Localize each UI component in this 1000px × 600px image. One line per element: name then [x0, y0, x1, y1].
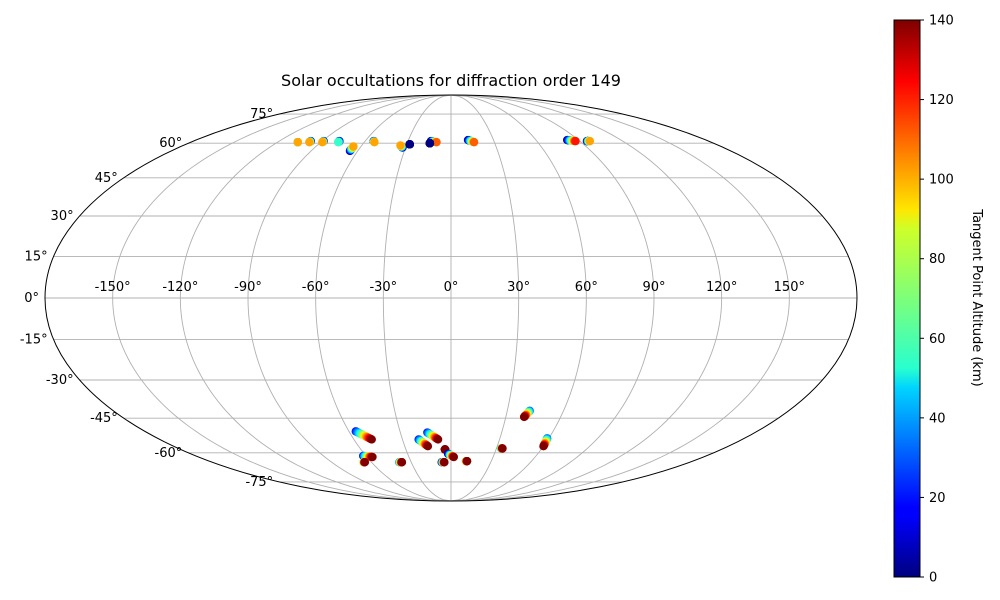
- colorbar-tick-label: 140: [929, 14, 954, 29]
- longitude-tick-label: 90°: [642, 280, 665, 295]
- longitude-tick-label: 0°: [444, 280, 459, 295]
- meridian-line: [450, 95, 723, 501]
- occultation-point: [433, 435, 443, 444]
- latitude-tick-label: -75°: [245, 475, 273, 490]
- latitude-tick-label: 75°: [250, 107, 273, 122]
- latitude-tick-label: 15°: [25, 249, 48, 264]
- occultation-point: [462, 456, 472, 466]
- longitude-tick-label: -30°: [369, 280, 397, 295]
- colorbar: 0 20 40 60 80 100 120 140 Tangent Point Altitud…: [893, 14, 984, 586]
- occultation-point: [571, 136, 580, 146]
- colorbar-tick-label: 100: [929, 173, 954, 188]
- latitude-tick-label: -45°: [90, 411, 118, 426]
- longitude-tick-label: 120°: [706, 280, 737, 295]
- meridian-line: [179, 95, 452, 501]
- map-frame: [44, 94, 858, 502]
- chart-title: Solar occultations for diffraction order…: [281, 71, 621, 90]
- occultation-point: [440, 457, 449, 467]
- meridian-line: [450, 95, 655, 501]
- latitude-tick-labels: 75° 60° 45° 30° 15° 0° -15° -30° -45° -60° -75°: [20, 107, 273, 490]
- occultation-point: [432, 137, 441, 147]
- longitude-tick-label: -150°: [95, 280, 131, 295]
- colorbar-label: Tangent Point Altitude (km): [969, 208, 984, 386]
- occultation-point: [360, 457, 369, 467]
- occultation-point: [368, 452, 377, 462]
- occultation-point: [318, 137, 327, 147]
- occultation-point: [498, 444, 507, 453]
- latitude-tick-label: 60°: [159, 136, 182, 151]
- occultation-point: [367, 435, 376, 444]
- longitude-tick-label: -60°: [302, 280, 330, 295]
- occultation-point: [370, 137, 379, 147]
- colorbar-ticks: 0 20 40 60 80 100 120 140: [920, 14, 954, 586]
- latitude-tick-label: -15°: [20, 333, 48, 348]
- longitude-tick-label: 150°: [774, 280, 805, 295]
- longitude-tick-label: -120°: [162, 280, 198, 295]
- occultation-point: [585, 136, 595, 146]
- colorbar-tick-label: 60: [929, 332, 946, 347]
- colorbar-tick-label: 120: [929, 93, 954, 108]
- colorbar-gradient: [893, 19, 921, 578]
- meridian-line: [112, 95, 452, 501]
- colorbar-tick-label: 80: [929, 252, 946, 267]
- longitude-tick-labels: -150° -120° -90° -60° -30° 0° 30° 60° 90° 120° 150…: [95, 280, 805, 295]
- occultation-point: [519, 412, 529, 422]
- colorbar-tick-label: 0: [929, 571, 937, 586]
- latitude-tick-label: 45°: [95, 171, 118, 186]
- occultation-point: [423, 442, 433, 451]
- occultation-point: [334, 137, 343, 147]
- longitude-tick-label: 30°: [507, 280, 530, 295]
- occultation-point: [349, 142, 358, 151]
- meridian-line: [450, 95, 790, 501]
- longitude-tick-label: 60°: [575, 280, 598, 295]
- colorbar-tick-label: 20: [929, 491, 946, 506]
- latitude-tick-label: 30°: [51, 209, 74, 224]
- occultation-point: [539, 442, 548, 451]
- meridian-line: [450, 95, 587, 501]
- occultation-point: [293, 137, 302, 147]
- occultation-point: [405, 140, 414, 149]
- occultation-point: [469, 137, 479, 147]
- latitude-tick-label: -30°: [46, 373, 74, 388]
- latitude-tick-label: 0°: [24, 291, 39, 306]
- graticule: [45, 95, 857, 501]
- occultation-point: [449, 452, 458, 462]
- colorbar-tick-label: 40: [929, 411, 946, 426]
- longitude-tick-label: -90°: [234, 280, 262, 295]
- meridian-line: [450, 95, 520, 501]
- occultation-point: [396, 141, 405, 150]
- latitude-tick-label: -60°: [155, 446, 183, 461]
- occultation-point: [397, 457, 407, 467]
- occultation-point: [425, 139, 435, 148]
- occultation-points: [293, 135, 595, 467]
- occultation-point: [305, 137, 314, 147]
